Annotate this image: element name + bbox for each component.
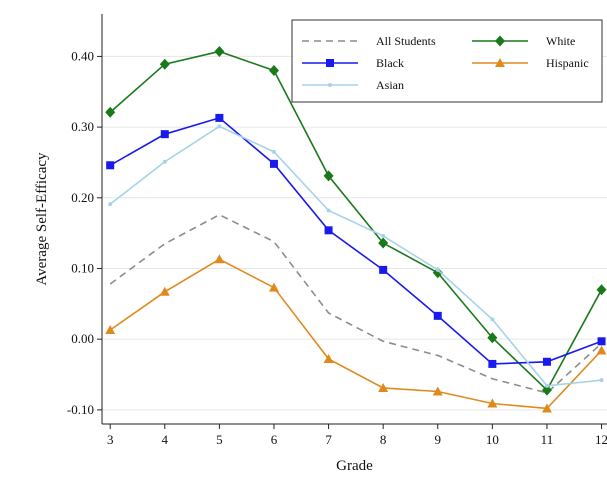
series-white: [105, 45, 607, 396]
data-point-hispanic: [596, 345, 607, 355]
data-point-asian: [162, 159, 167, 164]
legend-item-asian: Asian: [302, 78, 404, 92]
data-point-white: [541, 384, 552, 396]
series-line-asian: [109, 125, 602, 387]
legend-label-asian: Asian: [376, 78, 404, 92]
ticks: -0.10 0.00 0.10 0.20 0.30 0.40 3 4 5 6 7 8 9 10 11 12: [67, 48, 607, 447]
data-point-black: [160, 130, 169, 139]
y-tick-label: 0.30: [71, 119, 94, 134]
axes: [101, 14, 607, 425]
data-point-black: [215, 113, 224, 122]
series-asian: [108, 124, 604, 388]
data-point-hispanic: [323, 353, 334, 363]
series: [105, 45, 607, 413]
data-point-hispanic: [268, 282, 279, 292]
series-hispanic: [105, 254, 607, 413]
legend-label-all-students: All Students: [376, 34, 436, 48]
data-point-black: [433, 311, 442, 320]
data-point-white: [487, 332, 498, 344]
series-all-students: [109, 213, 603, 394]
data-point-hispanic: [541, 403, 552, 413]
data-point-hispanic: [432, 386, 443, 396]
data-point-white: [214, 45, 225, 57]
data-point-asian: [381, 233, 386, 238]
data-point-white: [378, 237, 389, 249]
data-point-black: [597, 337, 606, 346]
legend-item-white: White: [472, 34, 575, 48]
x-tick-label: 4: [162, 432, 169, 447]
series-line-hispanic: [109, 258, 603, 410]
data-point-hispanic: [487, 398, 498, 408]
x-tick-label: 8: [380, 432, 387, 447]
legend-marker-black: [326, 59, 334, 67]
y-tick-label: -0.10: [67, 402, 94, 417]
series-black: [106, 113, 606, 368]
x-tick-label: 9: [435, 432, 442, 447]
data-point-hispanic: [159, 286, 170, 296]
legend: All Students White Black Hispanic Asian: [291, 19, 603, 103]
legend-box: [291, 19, 603, 103]
data-point-black: [379, 265, 388, 274]
data-point-asian: [326, 208, 331, 213]
x-axis-title: Grade: [336, 458, 373, 474]
legend-label-hispanic: Hispanic: [546, 56, 589, 70]
x-tick-label: 11: [541, 432, 554, 447]
data-point-asian: [271, 149, 276, 154]
data-point-asian: [599, 378, 604, 383]
data-point-white: [432, 267, 443, 279]
legend-item-all-students: All Students: [302, 34, 436, 48]
legend-label-white: White: [546, 34, 575, 48]
data-point-hispanic: [378, 382, 389, 392]
data-point-black: [488, 359, 497, 368]
x-tick-label: 7: [325, 432, 332, 447]
data-point-asian: [435, 267, 440, 272]
y-tick-label: 0.40: [71, 48, 94, 63]
data-point-white: [323, 170, 334, 182]
data-point-black: [324, 226, 333, 235]
legend-item-hispanic: Hispanic: [472, 56, 589, 70]
legend-marker-white: [495, 35, 505, 47]
x-tick-label: 6: [271, 432, 278, 447]
x-tick-label: 12: [595, 432, 607, 447]
data-point-hispanic: [105, 324, 116, 334]
legend-marker-hispanic: [495, 58, 505, 67]
x-tick-label: 10: [486, 432, 499, 447]
legend-marker-asian: [328, 83, 332, 87]
data-point-asian: [108, 202, 113, 207]
data-point-black: [542, 357, 551, 366]
y-tick-label: 0.00: [71, 331, 94, 346]
series-line-white: [109, 50, 603, 392]
data-point-black: [269, 159, 278, 168]
series-line-all-students: [109, 213, 603, 394]
data-point-white: [596, 284, 607, 296]
y-axis-title: Average Self-Efficacy: [34, 152, 50, 286]
x-tick-label: 3: [107, 432, 114, 447]
data-point-hispanic: [214, 254, 225, 264]
legend-item-black: Black: [302, 56, 404, 70]
data-point-white: [159, 58, 170, 70]
series-line-black: [109, 117, 602, 365]
y-tick-label: 0.20: [71, 190, 94, 205]
data-point-white: [105, 106, 116, 118]
data-point-black: [106, 161, 115, 170]
y-tick-label: 0.10: [71, 260, 94, 275]
x-tick-label: 5: [216, 432, 223, 447]
data-point-asian: [544, 383, 549, 388]
data-point-white: [268, 65, 279, 77]
data-point-asian: [217, 124, 222, 129]
data-point-asian: [490, 317, 495, 322]
legend-label-black: Black: [376, 56, 404, 70]
